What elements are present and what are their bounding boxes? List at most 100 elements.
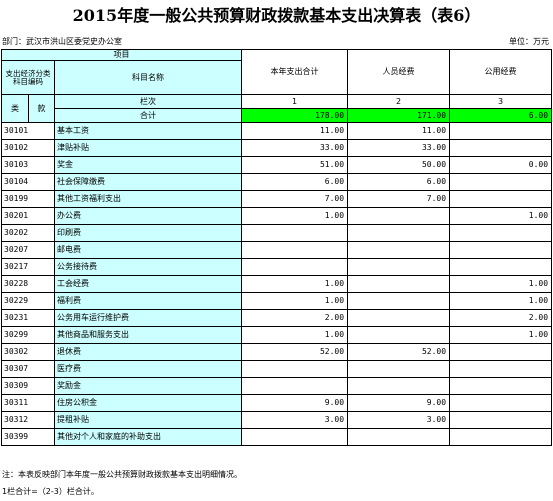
expenditure-table: 项目 本年支出合计 人员经费 公用经费 支出经济分类科目编码 科目名称 类 款 … xyxy=(0,49,553,446)
row-total: 2.00 xyxy=(241,309,349,327)
row-public: 0.00 xyxy=(449,156,553,174)
row-personnel xyxy=(347,258,451,276)
table-row: 30103 奖金 51.00 50.00 0.00 xyxy=(1,156,553,174)
row-public xyxy=(449,360,553,378)
row-public: 2.00 xyxy=(449,309,553,327)
table-row: 30229 福利费 1.00 1.00 xyxy=(1,292,553,310)
table-row: 30201 办公费 1.00 1.00 xyxy=(1,207,553,225)
row-subject-name: 津贴补贴 xyxy=(53,139,243,157)
table-row: 30102 津贴补贴 33.00 33.00 xyxy=(1,139,553,157)
row-code: 30399 xyxy=(1,428,55,446)
row-code: 30302 xyxy=(1,343,55,361)
table-row: 30101 基本工资 11.00 11.00 xyxy=(1,122,553,140)
header-lei: 类 xyxy=(1,94,29,123)
header-seq-1: 1 xyxy=(241,94,349,109)
row-code: 30299 xyxy=(1,326,55,344)
row-personnel xyxy=(347,428,451,446)
header-personnel: 人员经费 xyxy=(347,49,451,95)
row-personnel xyxy=(347,275,451,293)
row-subject-name: 公务接待费 xyxy=(53,258,243,276)
row-subject-name: 办公费 xyxy=(53,207,243,225)
row-personnel xyxy=(347,377,451,395)
header-seq-label: 栏次 xyxy=(53,94,243,109)
row-personnel: 3.00 xyxy=(347,411,451,429)
row-subject-name: 奖励金 xyxy=(53,377,243,395)
row-personnel xyxy=(347,360,451,378)
row-total: 7.00 xyxy=(241,190,349,208)
header-subject-name: 科目名称 xyxy=(53,60,243,95)
note-2: 1栏合计=（2-3）栏合计。 xyxy=(2,487,99,496)
row-code: 30312 xyxy=(1,411,55,429)
row-subject-name: 公务用车运行维护费 xyxy=(53,309,243,327)
row-personnel: 6.00 xyxy=(347,173,451,191)
table-row: 30399 其他对个人和家庭的补助支出 xyxy=(1,428,553,446)
row-subject-name: 医疗费 xyxy=(53,360,243,378)
row-total xyxy=(241,241,349,259)
row-subject-name: 社会保障缴费 xyxy=(53,173,243,191)
row-public xyxy=(449,241,553,259)
row-code: 30199 xyxy=(1,190,55,208)
row-public xyxy=(449,377,553,395)
note-1: 注：本表反映部门本年度一般公共预算财政拨款基本支出明细情况。 xyxy=(2,470,242,479)
row-subject-name: 住房公积金 xyxy=(53,394,243,412)
row-subject-name: 提租补贴 xyxy=(53,411,243,429)
row-public xyxy=(449,173,553,191)
page-title: 2015年度一般公共预算财政拨款基本支出决算表（表6） xyxy=(72,6,481,25)
row-public xyxy=(449,122,553,140)
total-personnel-value: 171.00 xyxy=(347,108,451,123)
row-public: 1.00 xyxy=(449,326,553,344)
table-row: 30202 印刷费 xyxy=(1,224,553,242)
row-personnel xyxy=(347,224,451,242)
row-total: 1.00 xyxy=(241,326,349,344)
table-row: 30311 住房公积金 9.00 9.00 xyxy=(1,394,553,412)
row-total: 52.00 xyxy=(241,343,349,361)
header-kuan: 款 xyxy=(28,94,55,123)
header-seq-2: 2 xyxy=(347,94,451,109)
row-total xyxy=(241,258,349,276)
row-code: 30307 xyxy=(1,360,55,378)
header-project: 项目 xyxy=(0,49,243,61)
row-public: 1.00 xyxy=(449,207,553,225)
header-class-code: 支出经济分类科目编码 xyxy=(1,60,55,95)
row-personnel: 11.00 xyxy=(347,122,451,140)
header-seq-3: 3 xyxy=(449,94,553,109)
row-total: 1.00 xyxy=(241,292,349,310)
row-total: 1.00 xyxy=(241,275,349,293)
row-code: 30104 xyxy=(1,173,55,191)
row-personnel xyxy=(347,207,451,225)
header-public: 公用经费 xyxy=(449,49,553,95)
row-public xyxy=(449,411,553,429)
row-code: 30309 xyxy=(1,377,55,395)
total-public-value: 6.00 xyxy=(449,108,553,123)
row-personnel xyxy=(347,309,451,327)
row-personnel xyxy=(347,326,451,344)
row-subject-name: 其他商品和服务支出 xyxy=(53,326,243,344)
row-personnel: 33.00 xyxy=(347,139,451,157)
row-personnel xyxy=(347,241,451,259)
row-total: 1.00 xyxy=(241,207,349,225)
row-subject-name: 福利费 xyxy=(53,292,243,310)
row-public: 1.00 xyxy=(449,275,553,293)
row-total: 11.00 xyxy=(241,122,349,140)
row-code: 30231 xyxy=(1,309,55,327)
row-total xyxy=(241,428,349,446)
unit-label: 单位：万元 xyxy=(509,37,549,46)
row-public xyxy=(449,428,553,446)
row-total: 33.00 xyxy=(241,139,349,157)
row-total: 51.00 xyxy=(241,156,349,174)
row-code: 30207 xyxy=(1,241,55,259)
row-subject-name: 退休费 xyxy=(53,343,243,361)
table-row: 30309 奖励金 xyxy=(1,377,553,395)
total-label: 合计 xyxy=(53,108,243,123)
header-total: 本年支出合计 xyxy=(241,49,349,95)
row-subject-name: 其他对个人和家庭的补助支出 xyxy=(53,428,243,446)
row-code: 30217 xyxy=(1,258,55,276)
table-row: 30307 医疗费 xyxy=(1,360,553,378)
row-total xyxy=(241,360,349,378)
row-code: 30311 xyxy=(1,394,55,412)
row-personnel xyxy=(347,292,451,310)
table-row: 30302 退休费 52.00 52.00 xyxy=(1,343,553,361)
row-public xyxy=(449,258,553,276)
table-row: 30217 公务接待费 xyxy=(1,258,553,276)
row-code: 30102 xyxy=(1,139,55,157)
